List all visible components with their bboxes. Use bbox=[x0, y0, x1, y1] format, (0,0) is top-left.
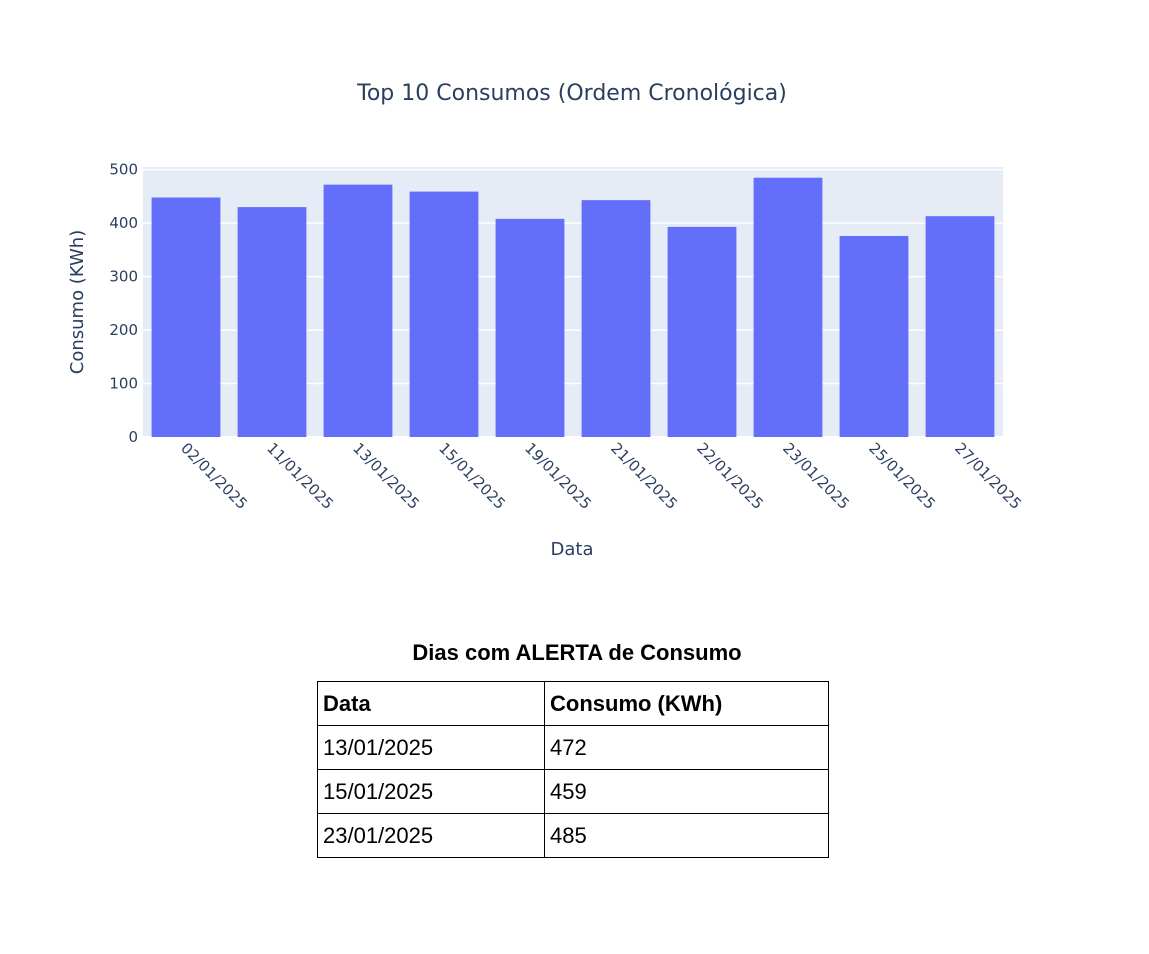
bar bbox=[753, 177, 823, 438]
x-tick-label: 15/01/2025 bbox=[435, 439, 509, 513]
bar bbox=[839, 235, 909, 437]
bar bbox=[323, 184, 393, 437]
table-row: 15/01/2025 459 bbox=[317, 769, 829, 814]
y-tick-label: 500 bbox=[109, 161, 138, 179]
cell-consumo: 485 bbox=[544, 813, 829, 858]
x-tick-label: 02/01/2025 bbox=[177, 439, 251, 513]
x-tick-label: 22/01/2025 bbox=[693, 439, 767, 513]
cell-consumo: 472 bbox=[544, 725, 829, 770]
bar-chart: Top 10 Consumos (Ordem Cronológica) 0 100… bbox=[67, 81, 1025, 560]
y-tick-label: 400 bbox=[109, 214, 138, 232]
cell-date: 13/01/2025 bbox=[317, 725, 545, 770]
y-tick-label: 300 bbox=[109, 268, 138, 286]
y-tick-label: 200 bbox=[109, 321, 138, 339]
chart-title: Top 10 Consumos (Ordem Cronológica) bbox=[356, 81, 787, 106]
alert-section: Dias com ALERTA de Consumo Data Consumo … bbox=[0, 640, 1149, 858]
header-consumo: Consumo (KWh) bbox=[544, 681, 829, 726]
alert-table: Data Consumo (KWh) 13/01/2025 472 15/01/… bbox=[317, 681, 829, 858]
chart-svg: Top 10 Consumos (Ordem Cronológica) 0 100… bbox=[67, 81, 1025, 560]
x-tick-label: 21/01/2025 bbox=[607, 439, 681, 513]
bar bbox=[495, 218, 565, 437]
x-tick-label: 13/01/2025 bbox=[349, 439, 423, 513]
y-tick-label: 100 bbox=[109, 375, 138, 393]
cell-consumo: 459 bbox=[544, 769, 829, 814]
x-tick-label: 11/01/2025 bbox=[263, 439, 337, 513]
bar bbox=[667, 226, 737, 437]
table-row: 13/01/2025 472 bbox=[317, 725, 829, 770]
bars bbox=[151, 177, 995, 438]
table-row: 23/01/2025 485 bbox=[317, 813, 829, 858]
y-axis-label: Consumo (KWh) bbox=[67, 230, 88, 374]
x-tick-label: 27/01/2025 bbox=[951, 439, 1025, 513]
y-tick-label: 0 bbox=[128, 428, 138, 446]
bar bbox=[409, 191, 479, 437]
cell-date: 23/01/2025 bbox=[317, 813, 545, 858]
x-tick-label: 23/01/2025 bbox=[779, 439, 853, 513]
x-tick-label: 25/01/2025 bbox=[865, 439, 939, 513]
header-data: Data bbox=[317, 681, 545, 726]
bar bbox=[237, 207, 307, 437]
bar bbox=[581, 200, 651, 437]
alert-table-header-row: Data Consumo (KWh) bbox=[317, 681, 829, 726]
bar bbox=[925, 216, 995, 437]
bar bbox=[151, 197, 221, 437]
cell-date: 15/01/2025 bbox=[317, 769, 545, 814]
x-tick-label: 19/01/2025 bbox=[521, 439, 595, 513]
y-tick-labels: 0 100 200 300 400 500 bbox=[109, 161, 138, 446]
alert-table-title: Dias com ALERTA de Consumo bbox=[412, 640, 742, 665]
x-tick-labels: 02/01/2025 11/01/2025 13/01/2025 15/01/2025… bbox=[177, 439, 1025, 513]
x-axis-label: Data bbox=[551, 539, 594, 560]
